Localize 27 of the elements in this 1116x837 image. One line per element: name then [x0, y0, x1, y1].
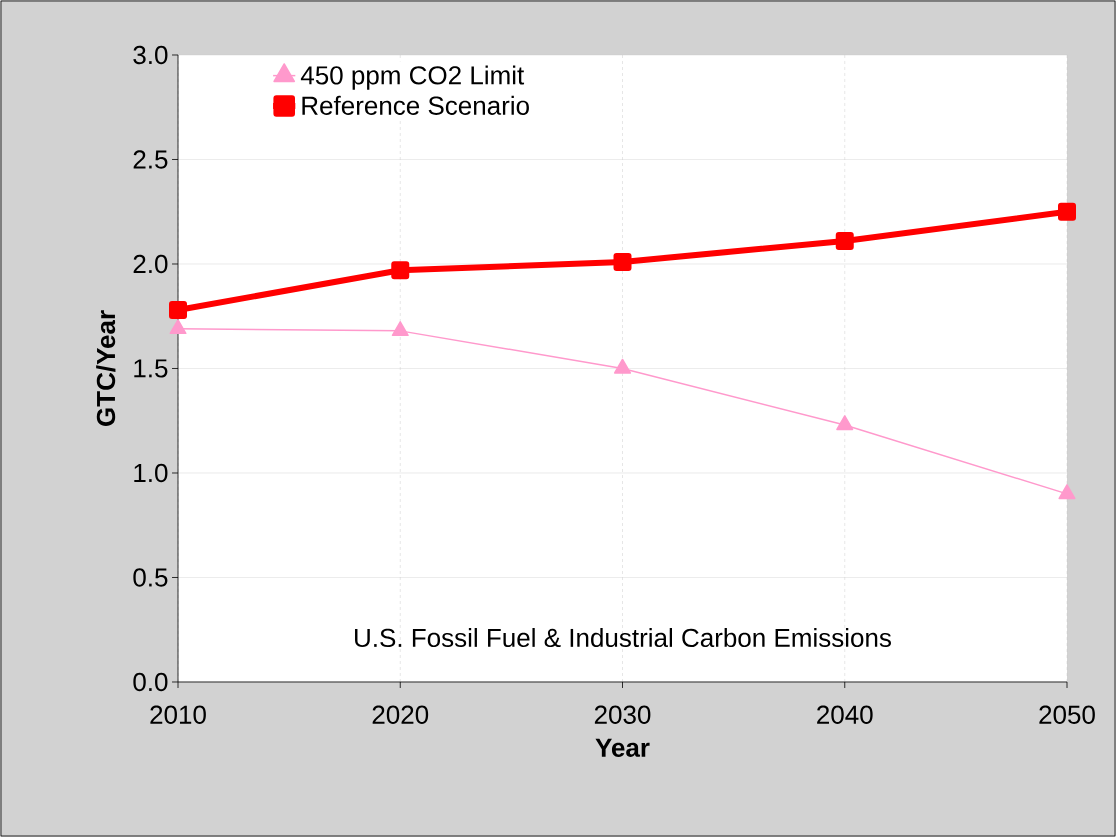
x-tick-label: 2040	[817, 705, 873, 724]
point	[836, 415, 854, 431]
x-tick-label: 2030	[594, 705, 651, 724]
x-tick-label: 2020	[372, 705, 429, 724]
y-tick-label: 1.5	[134, 359, 168, 378]
annotation: U.S. Fossil Fuel & Industrial Carbon Emissions	[355, 628, 891, 648]
y-tick-label: 0.0	[133, 672, 168, 692]
y-tick-label: 1.0	[134, 463, 168, 483]
point	[169, 300, 188, 319]
legend-label: 450 ppm CO2 Limit	[300, 65, 525, 90]
x-tick-label: 2050	[1039, 705, 1095, 724]
point	[391, 321, 409, 337]
point	[391, 261, 410, 280]
point	[613, 252, 632, 271]
point	[1058, 484, 1076, 500]
y-tick-label: 2.5	[133, 150, 168, 169]
point	[835, 232, 854, 250]
y-tick-label: 3.0	[133, 45, 168, 65]
x-axis-title: Year	[595, 738, 650, 757]
point	[169, 319, 187, 335]
y-tick-label: 0.5	[133, 568, 168, 587]
point	[1058, 202, 1076, 221]
y-axis-title: GTC/Year	[96, 310, 116, 426]
x-tick-label: 2010	[150, 705, 206, 724]
point	[613, 358, 632, 374]
y-tick-label: 2.0	[133, 254, 168, 274]
legend-label: Reference Scenario	[302, 95, 529, 115]
